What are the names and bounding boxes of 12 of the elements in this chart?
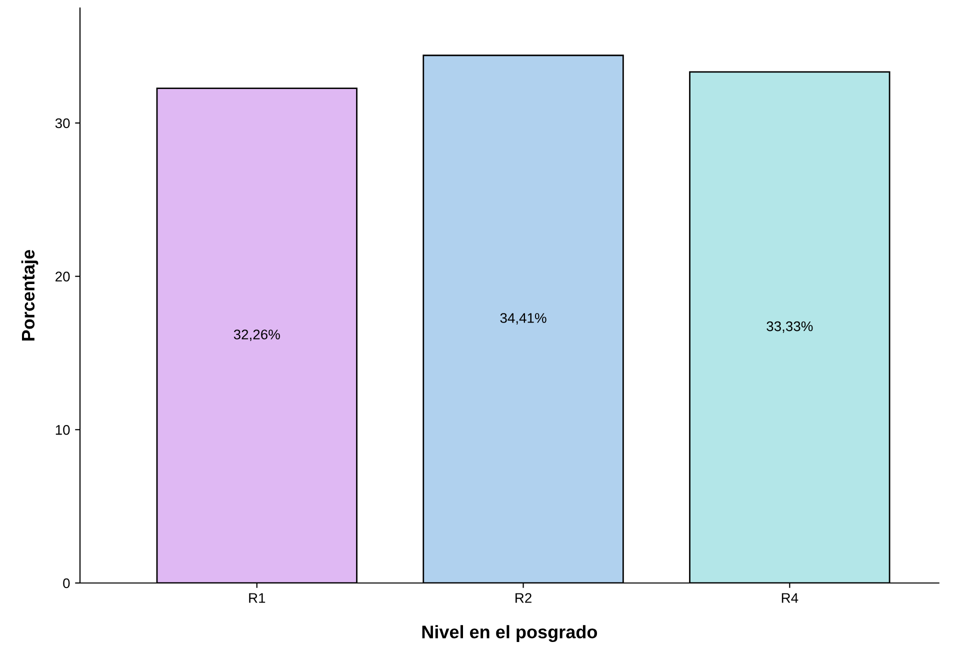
x-tick-label: R1	[249, 593, 266, 603]
y-tick-label: 30	[55, 118, 70, 128]
data-label: 32,26%	[234, 330, 280, 342]
data-label: 34,41%	[500, 313, 546, 325]
data-label: 33,33%	[766, 321, 813, 333]
x-tick-label: R4	[782, 593, 798, 603]
x-axis-title: Nivel en el posgrado	[422, 625, 598, 642]
y-tick-label: 0	[63, 578, 70, 588]
y-tick-label: 20	[56, 272, 70, 282]
y-axis-title: Porcentaje	[21, 250, 38, 340]
y-tick-label: 10	[56, 425, 70, 435]
x-tick-label: R2	[516, 593, 532, 603]
